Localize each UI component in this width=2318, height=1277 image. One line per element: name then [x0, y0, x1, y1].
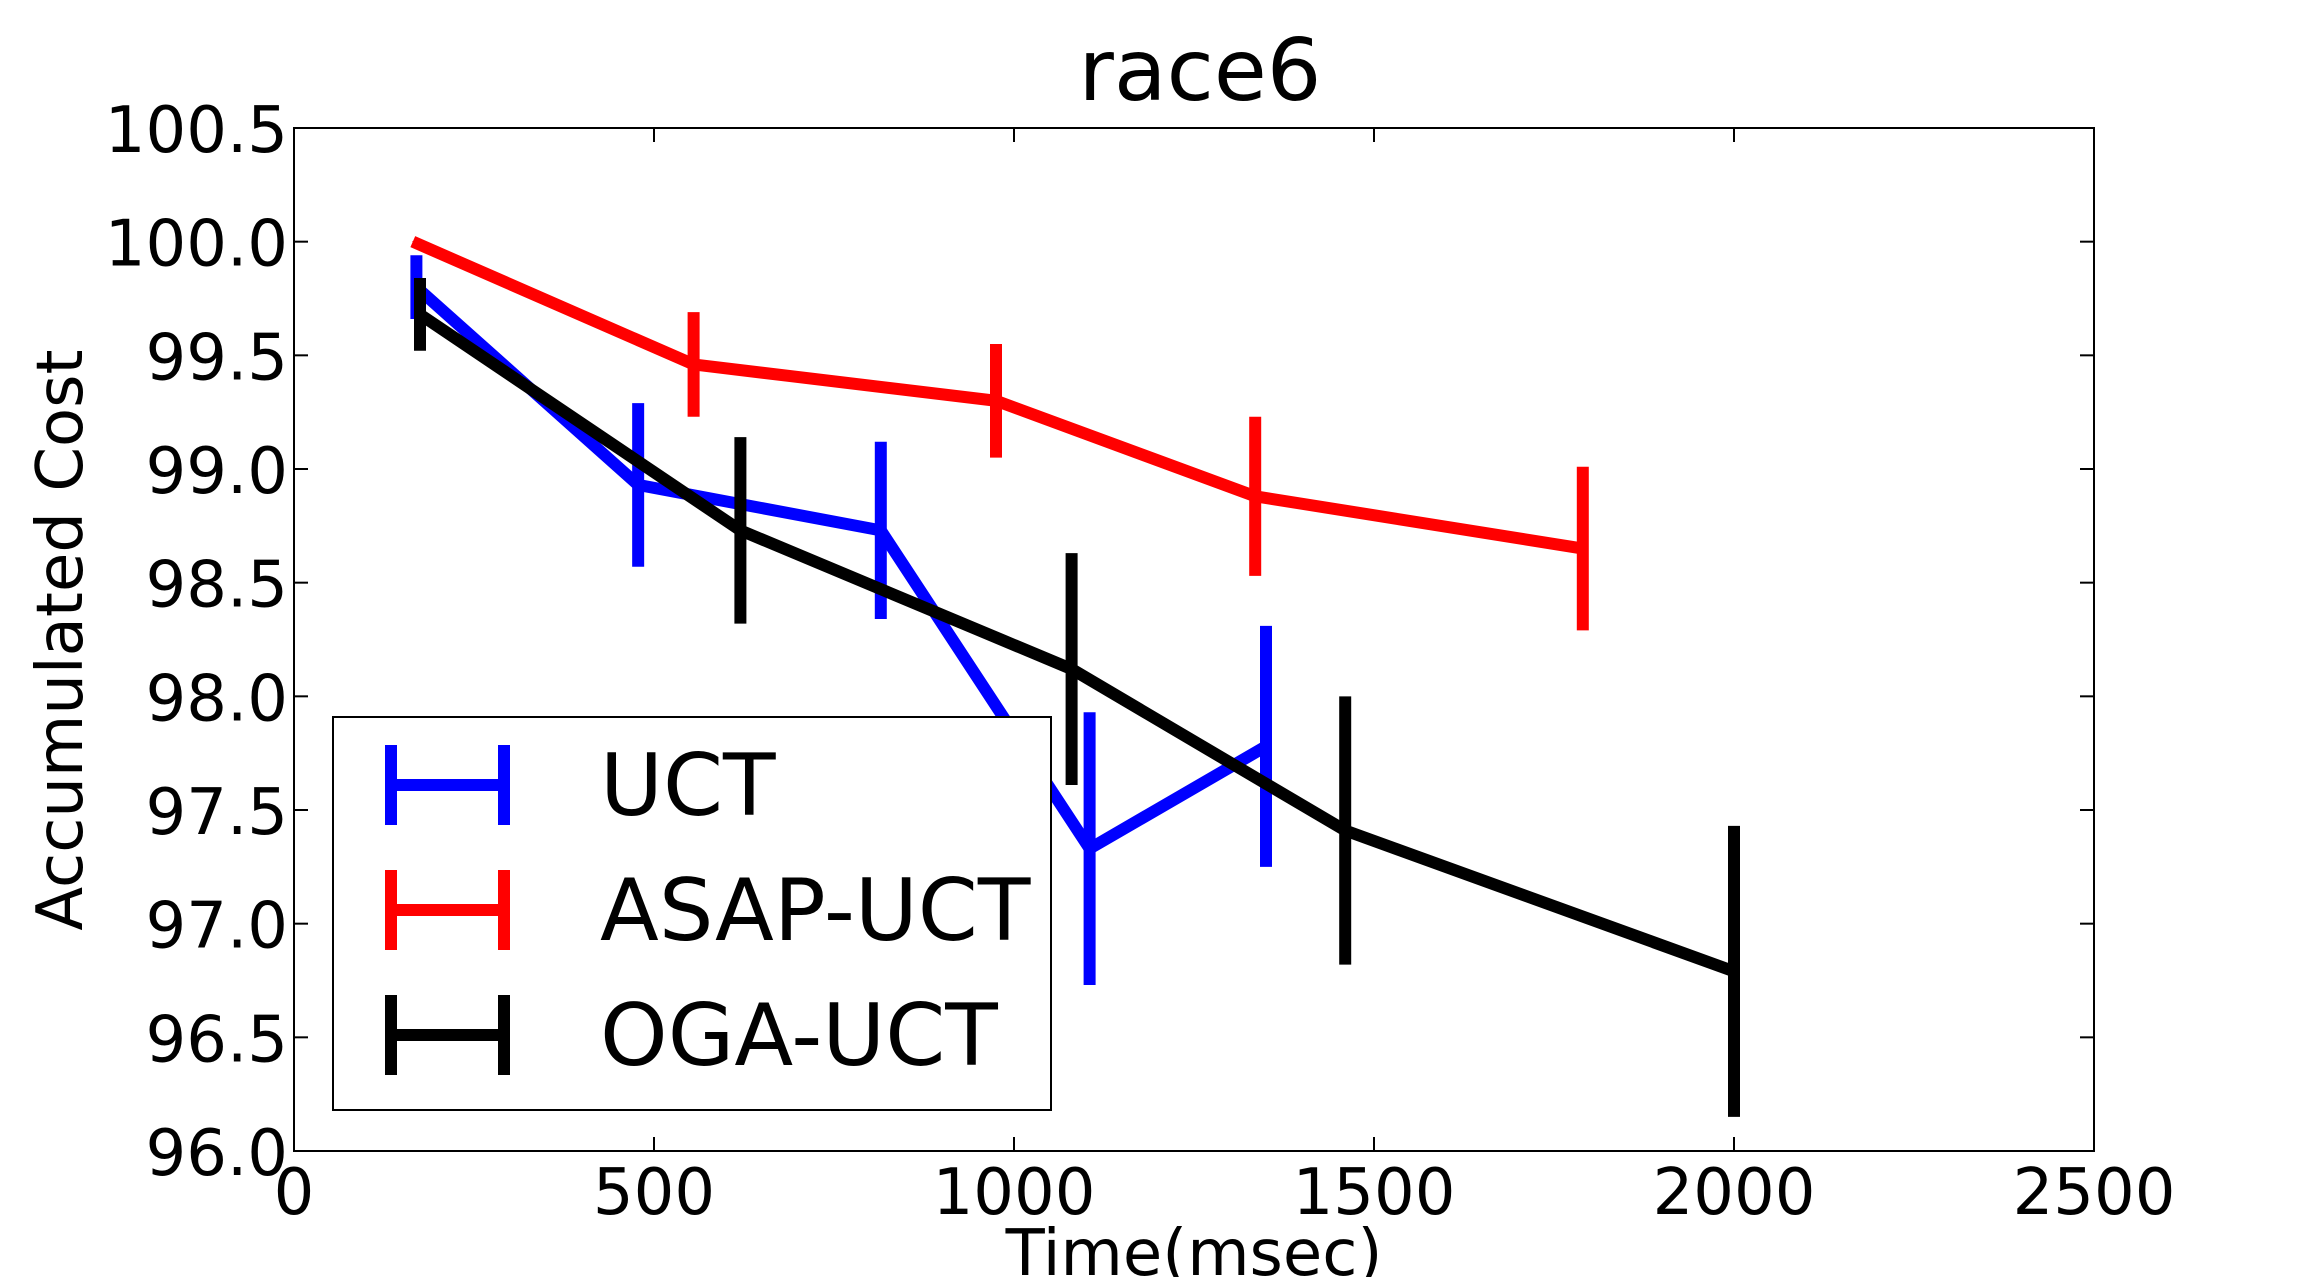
y-tick-label: 96.0: [146, 1117, 289, 1191]
data-point: [1344, 829, 1346, 831]
x-tick-label: 1000: [933, 1156, 1096, 1230]
data-point: [995, 400, 997, 402]
data-point: [739, 529, 741, 531]
y-tick-label: 97.5: [146, 776, 289, 850]
x-tick-label: 0: [274, 1156, 315, 1230]
data-point: [1733, 970, 1735, 972]
data-point: [412, 241, 414, 243]
legend-label: OGA-UCT: [600, 986, 998, 1086]
series-oga-uct: [414, 278, 1740, 1117]
x-tick-label: 1500: [1293, 1156, 1456, 1230]
y-tick-label: 100.5: [105, 94, 288, 168]
data-point: [1254, 495, 1256, 497]
data-point: [1089, 848, 1091, 850]
plot-content: [410, 236, 1740, 1117]
y-tick-label: 98.0: [146, 662, 289, 736]
plot-area-frame: [293, 127, 2095, 1152]
series-asap-uct: [410, 236, 1589, 631]
data-point: [1582, 548, 1584, 550]
x-tick-label: 2000: [1653, 1156, 1816, 1230]
y-tick-label: 97.0: [146, 890, 289, 964]
legend-entry: OGA-UCT: [385, 986, 998, 1086]
legend-entry: ASAP-UCT: [385, 861, 1031, 961]
data-point: [1265, 745, 1267, 747]
legend-label: ASAP-UCT: [600, 861, 1031, 961]
y-tick-label: 98.5: [146, 549, 289, 623]
y-axis-ticks: 96.0 96.5 97.0 97.5 98.0 98.5 99.0 99.5 100.0 100…: [105, 94, 2094, 1191]
y-tick-label: 99.5: [146, 321, 289, 395]
legend-label: UCT: [600, 736, 776, 836]
legend-entry: UCT: [385, 736, 776, 836]
x-axis-label: Time(msec): [1005, 1217, 1383, 1277]
y-tick-label: 99.0: [146, 435, 289, 509]
legend: UCT ASAP-UCT OGA-UCT: [332, 716, 1052, 1111]
x-tick-label: 500: [593, 1156, 715, 1230]
chart-title: race6: [1079, 21, 1322, 121]
data-point: [1071, 668, 1073, 670]
data-point: [880, 529, 882, 531]
data-point: [693, 363, 695, 365]
data-point: [637, 484, 639, 486]
y-tick-label: 96.5: [146, 1003, 289, 1077]
x-tick-label: 2500: [2013, 1156, 2176, 1230]
x-axis-ticks: 0 500 1000 1500 2000 2500: [274, 128, 2176, 1230]
y-axis-label: Accumulated Cost: [24, 349, 98, 930]
series-uct: [410, 255, 1272, 986]
y-tick-label: 100.0: [105, 208, 288, 282]
data-point: [419, 313, 421, 315]
